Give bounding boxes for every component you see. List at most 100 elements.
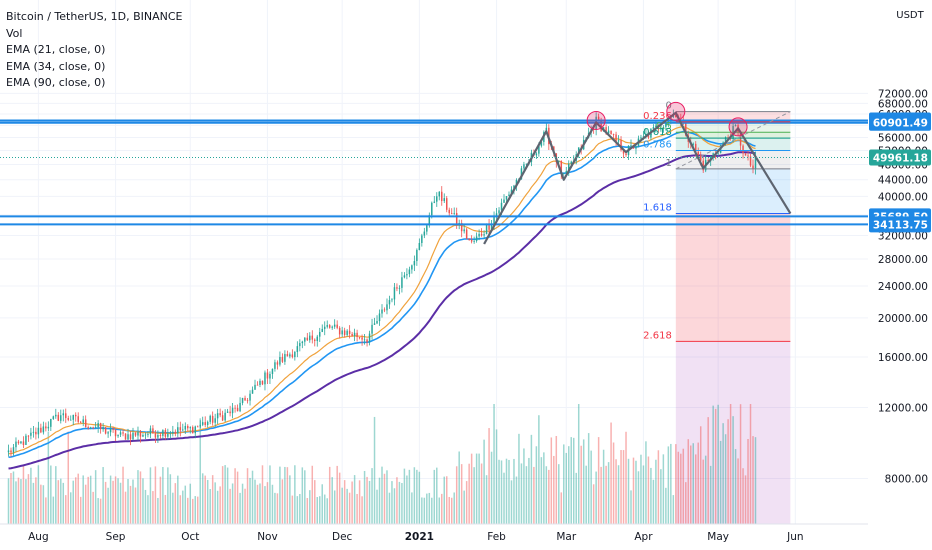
- candle-body-193: [488, 224, 490, 230]
- indicator-ema-34[interactable]: EMA (34, close, 0): [6, 59, 106, 73]
- time-tick-label-7: Mar: [556, 531, 576, 543]
- volume-bar-10: [32, 482, 35, 524]
- volume-bars: [7, 404, 757, 524]
- volume-bar-67: [174, 483, 177, 524]
- volume-bar-199: [503, 472, 505, 524]
- volume-bar-53: [139, 471, 142, 524]
- candle-body-283: [712, 153, 714, 157]
- horizontal-levels[interactable]: [0, 119, 868, 226]
- volume-bar-92: [236, 471, 239, 524]
- pattern-drawing[interactable]: [483, 101, 792, 245]
- candle-body-133: [338, 327, 341, 335]
- candle-body-174: [441, 191, 443, 202]
- volume-bar-29: [79, 496, 82, 524]
- volume-bar-266: [670, 443, 672, 524]
- volume-bar-94: [241, 483, 244, 524]
- volume-bar-45: [119, 482, 122, 524]
- volume-bar-267: [672, 495, 675, 524]
- candle-body-72: [187, 426, 189, 429]
- volume-bar-104: [266, 482, 269, 524]
- volume-bar-159: [403, 468, 406, 524]
- volume-bar-259: [652, 479, 655, 524]
- volume-bar-297: [747, 438, 749, 524]
- candle-body-47: [124, 433, 127, 440]
- price-tick-label-11: 28000.00: [878, 254, 928, 266]
- candle-body-189: [478, 233, 480, 237]
- candle-body-108: [276, 362, 279, 365]
- volume-bar-115: [294, 465, 296, 524]
- candle-body-13: [40, 427, 42, 433]
- candle-body-128: [326, 325, 328, 327]
- volume-bar-157: [398, 481, 401, 524]
- candle-body-136: [346, 330, 348, 335]
- volume-bar-69: [179, 495, 182, 524]
- volume-bar-287: [722, 423, 724, 524]
- volume-bar-129: [328, 466, 331, 524]
- price-tick-label-0: 72000.00: [878, 88, 928, 100]
- candle-body-169: [428, 215, 431, 226]
- volume-bar-234: [590, 450, 592, 524]
- candle-body-166: [421, 235, 423, 243]
- time-tick-label-2: Oct: [181, 531, 199, 543]
- volume-bar-239: [602, 449, 605, 524]
- volume-bar-260: [655, 459, 657, 524]
- candle-body-180: [455, 213, 458, 225]
- volume-bar-241: [607, 462, 610, 524]
- volume-bar-173: [438, 497, 441, 524]
- indicator-vol[interactable]: Vol: [6, 26, 23, 40]
- time-tick-label-1: Sep: [106, 531, 126, 543]
- candle-body-56: [147, 434, 149, 435]
- candle-body-60: [157, 434, 159, 438]
- volume-bar-144: [366, 476, 368, 524]
- candle-body-137: [348, 330, 351, 334]
- volume-bar-248: [625, 431, 627, 524]
- volume-bar-32: [87, 476, 89, 524]
- candle-body-162: [411, 265, 413, 270]
- candles: [7, 109, 757, 457]
- volume-bar-272: [685, 482, 687, 524]
- volume-bar-285: [717, 404, 719, 524]
- symbol-title[interactable]: Bitcoin / TetherUS, 1D, BINANCE: [6, 10, 183, 23]
- volume-bar-16: [47, 431, 50, 524]
- candle-body-102: [261, 380, 264, 385]
- volume-bar-33: [89, 475, 92, 524]
- candle-body-275: [692, 143, 694, 145]
- volume-bar-231: [582, 439, 585, 524]
- volume-bar-106: [271, 484, 274, 524]
- volume-bar-88: [226, 467, 229, 524]
- volume-bar-195: [493, 404, 495, 524]
- volume-bar-5: [20, 479, 22, 524]
- candle-body-27: [74, 414, 77, 417]
- candle-body-79: [204, 422, 206, 425]
- volume-bar-151: [383, 473, 386, 524]
- candle-body-182: [460, 222, 463, 232]
- volume-bar-57: [149, 467, 152, 524]
- candle-body-260: [655, 125, 657, 128]
- candle-body-57: [149, 428, 152, 435]
- volume-bar-250: [630, 490, 632, 524]
- candle-body-107: [274, 362, 276, 369]
- volume-bar-93: [239, 492, 241, 524]
- candle-body-124: [316, 336, 319, 342]
- candle-body-23: [65, 413, 67, 419]
- candle-body-134: [341, 330, 343, 335]
- volume-bar-85: [219, 486, 221, 524]
- volume-bar-296: [744, 475, 747, 524]
- volume-bar-160: [406, 475, 408, 524]
- volume-bar-164: [416, 469, 418, 524]
- candle-body-140: [356, 332, 358, 338]
- candle-body-243: [612, 134, 615, 135]
- volume-bar-12: [37, 465, 40, 524]
- time-tick-label-5: 2021: [405, 531, 434, 543]
- volume-bar-0: [7, 478, 10, 524]
- indicator-ema-90[interactable]: EMA (90, close, 0): [6, 76, 106, 89]
- volume-bar-3: [15, 481, 17, 524]
- legend: Bitcoin / TetherUS, 1D, BINANCE Vol EMA …: [6, 9, 183, 92]
- last-price-badge-text: 49961.18: [873, 152, 928, 164]
- time-tick-label-10: Jun: [786, 531, 803, 543]
- candle-body-201: [508, 194, 510, 197]
- candle-body-272: [685, 123, 687, 136]
- candle-body-252: [635, 146, 637, 149]
- indicator-ema-21[interactable]: EMA (21, close, 0): [6, 43, 106, 56]
